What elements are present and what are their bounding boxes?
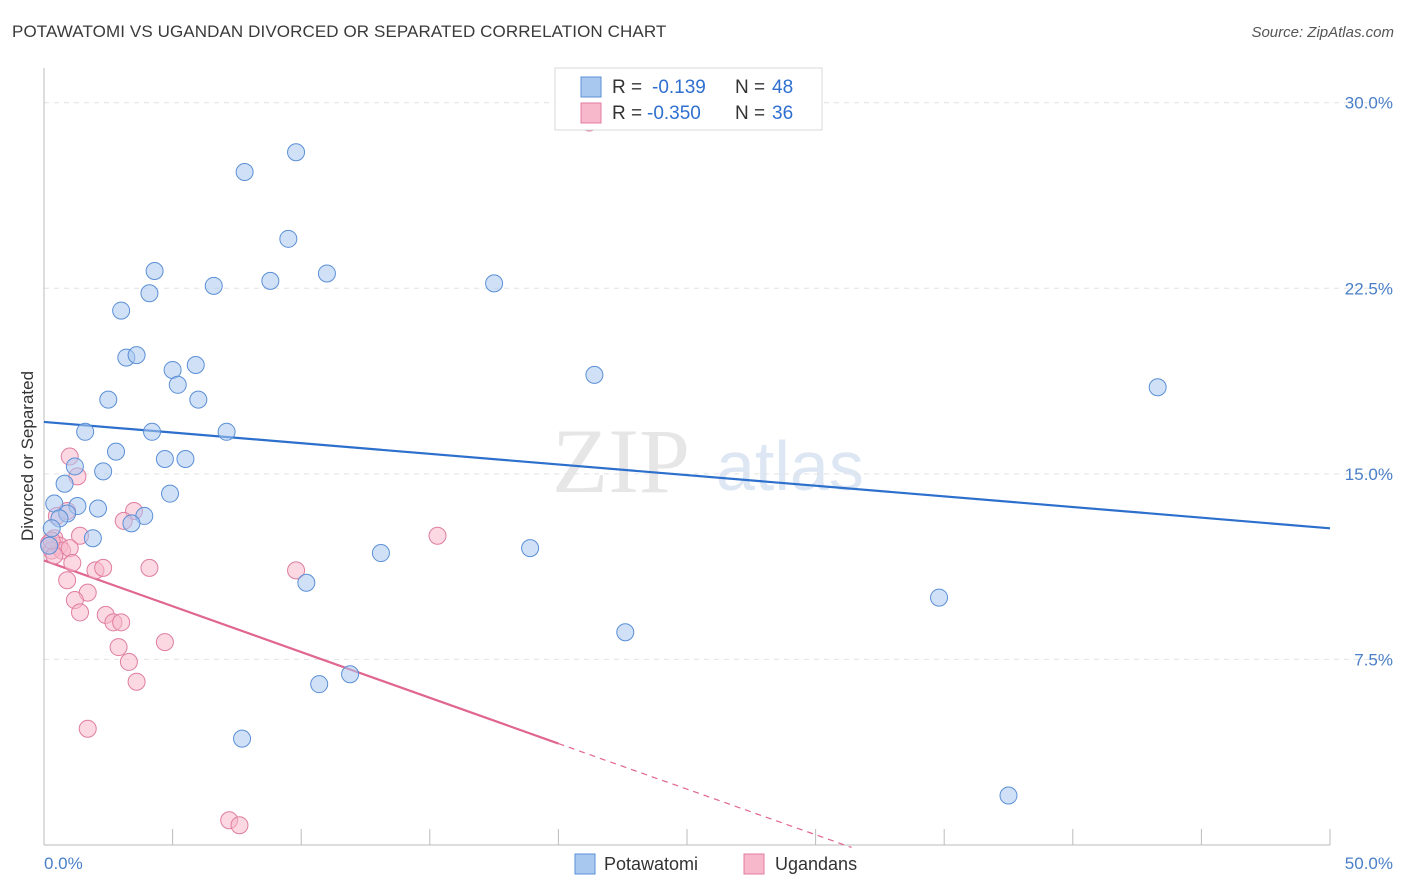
potawatomi-point	[485, 274, 504, 293]
potawatomi-point	[217, 422, 236, 441]
legend-r-value-2: -0.350	[647, 103, 701, 124]
ugandans-point	[78, 719, 97, 738]
potawatomi-point	[521, 539, 540, 558]
legend-n-label-1: N =	[735, 77, 765, 98]
potawatomi-point	[1148, 378, 1167, 397]
bottom-legend-ugandans: Ugandans	[775, 854, 857, 874]
legend-r-label-2: R =	[612, 103, 642, 124]
potawatomi-point	[999, 786, 1018, 805]
potawatomi-point	[189, 390, 208, 409]
potawatomi-point	[235, 163, 254, 182]
legend-n-value-1: 48	[772, 77, 793, 98]
potawatomi-point	[145, 261, 164, 280]
ugandans-point	[63, 553, 82, 572]
potawatomi-point	[585, 365, 604, 384]
potawatomi-point	[204, 276, 223, 295]
legend-n-value-2: 36	[772, 103, 793, 124]
y-tick-label: 15.0%	[1345, 465, 1393, 484]
ugandans-point	[428, 526, 447, 545]
ugandans-point	[127, 672, 146, 691]
chart-title: POTAWATOMI VS UGANDAN DIVORCED OR SEPARA…	[12, 22, 667, 41]
watermark: ZIP atlas	[552, 410, 864, 512]
potawatomi-point	[42, 519, 61, 538]
potawatomi-point	[371, 544, 390, 563]
potawatomi-point	[112, 301, 131, 320]
bottom-legend-potawatomi: Potawatomi	[604, 854, 698, 874]
ugandans-point	[58, 571, 77, 590]
potawatomi-point	[65, 457, 84, 476]
x-tick-label-min: 0.0%	[44, 854, 83, 873]
bottom-legend-swatch-ugandans	[743, 853, 765, 875]
ugandans-point	[287, 561, 306, 580]
potawatomi-point	[99, 390, 118, 409]
y-axis-title: Divorced or Separated	[18, 371, 37, 541]
ugandans-point	[140, 558, 159, 577]
watermark-zip: ZIP	[552, 410, 690, 512]
potawatomi-point	[94, 462, 113, 481]
potawatomi-point	[122, 514, 141, 533]
potawatomi-point	[161, 484, 180, 503]
potawatomi-point	[186, 356, 205, 375]
y-tick-label: 7.5%	[1354, 650, 1393, 669]
trend-line-ugandans	[43, 559, 559, 745]
series-legend: Potawatomi Ugandans	[574, 853, 857, 875]
potawatomi-point	[930, 588, 949, 607]
stats-legend: R = -0.139 N = 48 R = -0.350 N = 36	[554, 67, 823, 131]
legend-n-label-2: N =	[735, 103, 765, 124]
potawatomi-point	[261, 271, 280, 290]
ugandans-point	[230, 816, 249, 835]
ugandans-point	[94, 558, 113, 577]
potawatomi-point	[155, 450, 174, 469]
trend-lines	[43, 420, 1331, 849]
bottom-legend-swatch-potawatomi	[574, 853, 596, 875]
potawatomi-point	[143, 422, 162, 441]
ugandans-point	[71, 603, 90, 622]
ugandans-point	[112, 613, 131, 632]
x-ticks	[172, 829, 1331, 845]
y-tick-label: 30.0%	[1345, 94, 1393, 113]
legend-swatch-potawatomi	[580, 76, 602, 98]
gridlines	[44, 102, 1393, 660]
potawatomi-point	[287, 143, 306, 162]
x-tick-label-max: 50.0%	[1345, 854, 1393, 873]
potawatomi-point	[317, 264, 336, 283]
potawatomi-point	[279, 229, 298, 248]
potawatomi-point	[89, 499, 108, 518]
y-tick-label: 22.5%	[1345, 279, 1393, 298]
potawatomi-point	[341, 665, 360, 684]
ugandans-point	[155, 633, 174, 652]
potawatomi-point	[176, 450, 195, 469]
legend-swatch-ugandans	[580, 102, 602, 124]
source-label: Source: ZipAtlas.com	[1251, 24, 1394, 41]
y-tick-labels: 7.5% 15.0% 22.5% 30.0%	[1345, 94, 1393, 670]
potawatomi-point	[127, 346, 146, 365]
potawatomi-point	[140, 284, 159, 303]
potawatomi-points	[40, 143, 1167, 805]
trend-line-potawatomi	[43, 420, 1331, 530]
ugandans-point	[109, 638, 128, 657]
ugandans-point	[119, 652, 138, 671]
potawatomi-point	[107, 442, 126, 461]
potawatomi-point	[297, 573, 316, 592]
potawatomi-point	[76, 422, 95, 441]
potawatomi-point	[310, 675, 329, 694]
potawatomi-point	[233, 729, 252, 748]
potawatomi-point	[168, 375, 187, 394]
legend-r-label-1: R =	[612, 77, 642, 98]
potawatomi-point	[83, 529, 102, 548]
trend-line-ugandans-extension	[558, 742, 852, 849]
potawatomi-point	[40, 536, 59, 555]
watermark-atlas: atlas	[716, 427, 864, 505]
potawatomi-point	[616, 623, 635, 642]
legend-r-value-1: -0.139	[652, 77, 706, 98]
ugandans-point	[60, 539, 79, 558]
potawatomi-point	[55, 474, 74, 493]
